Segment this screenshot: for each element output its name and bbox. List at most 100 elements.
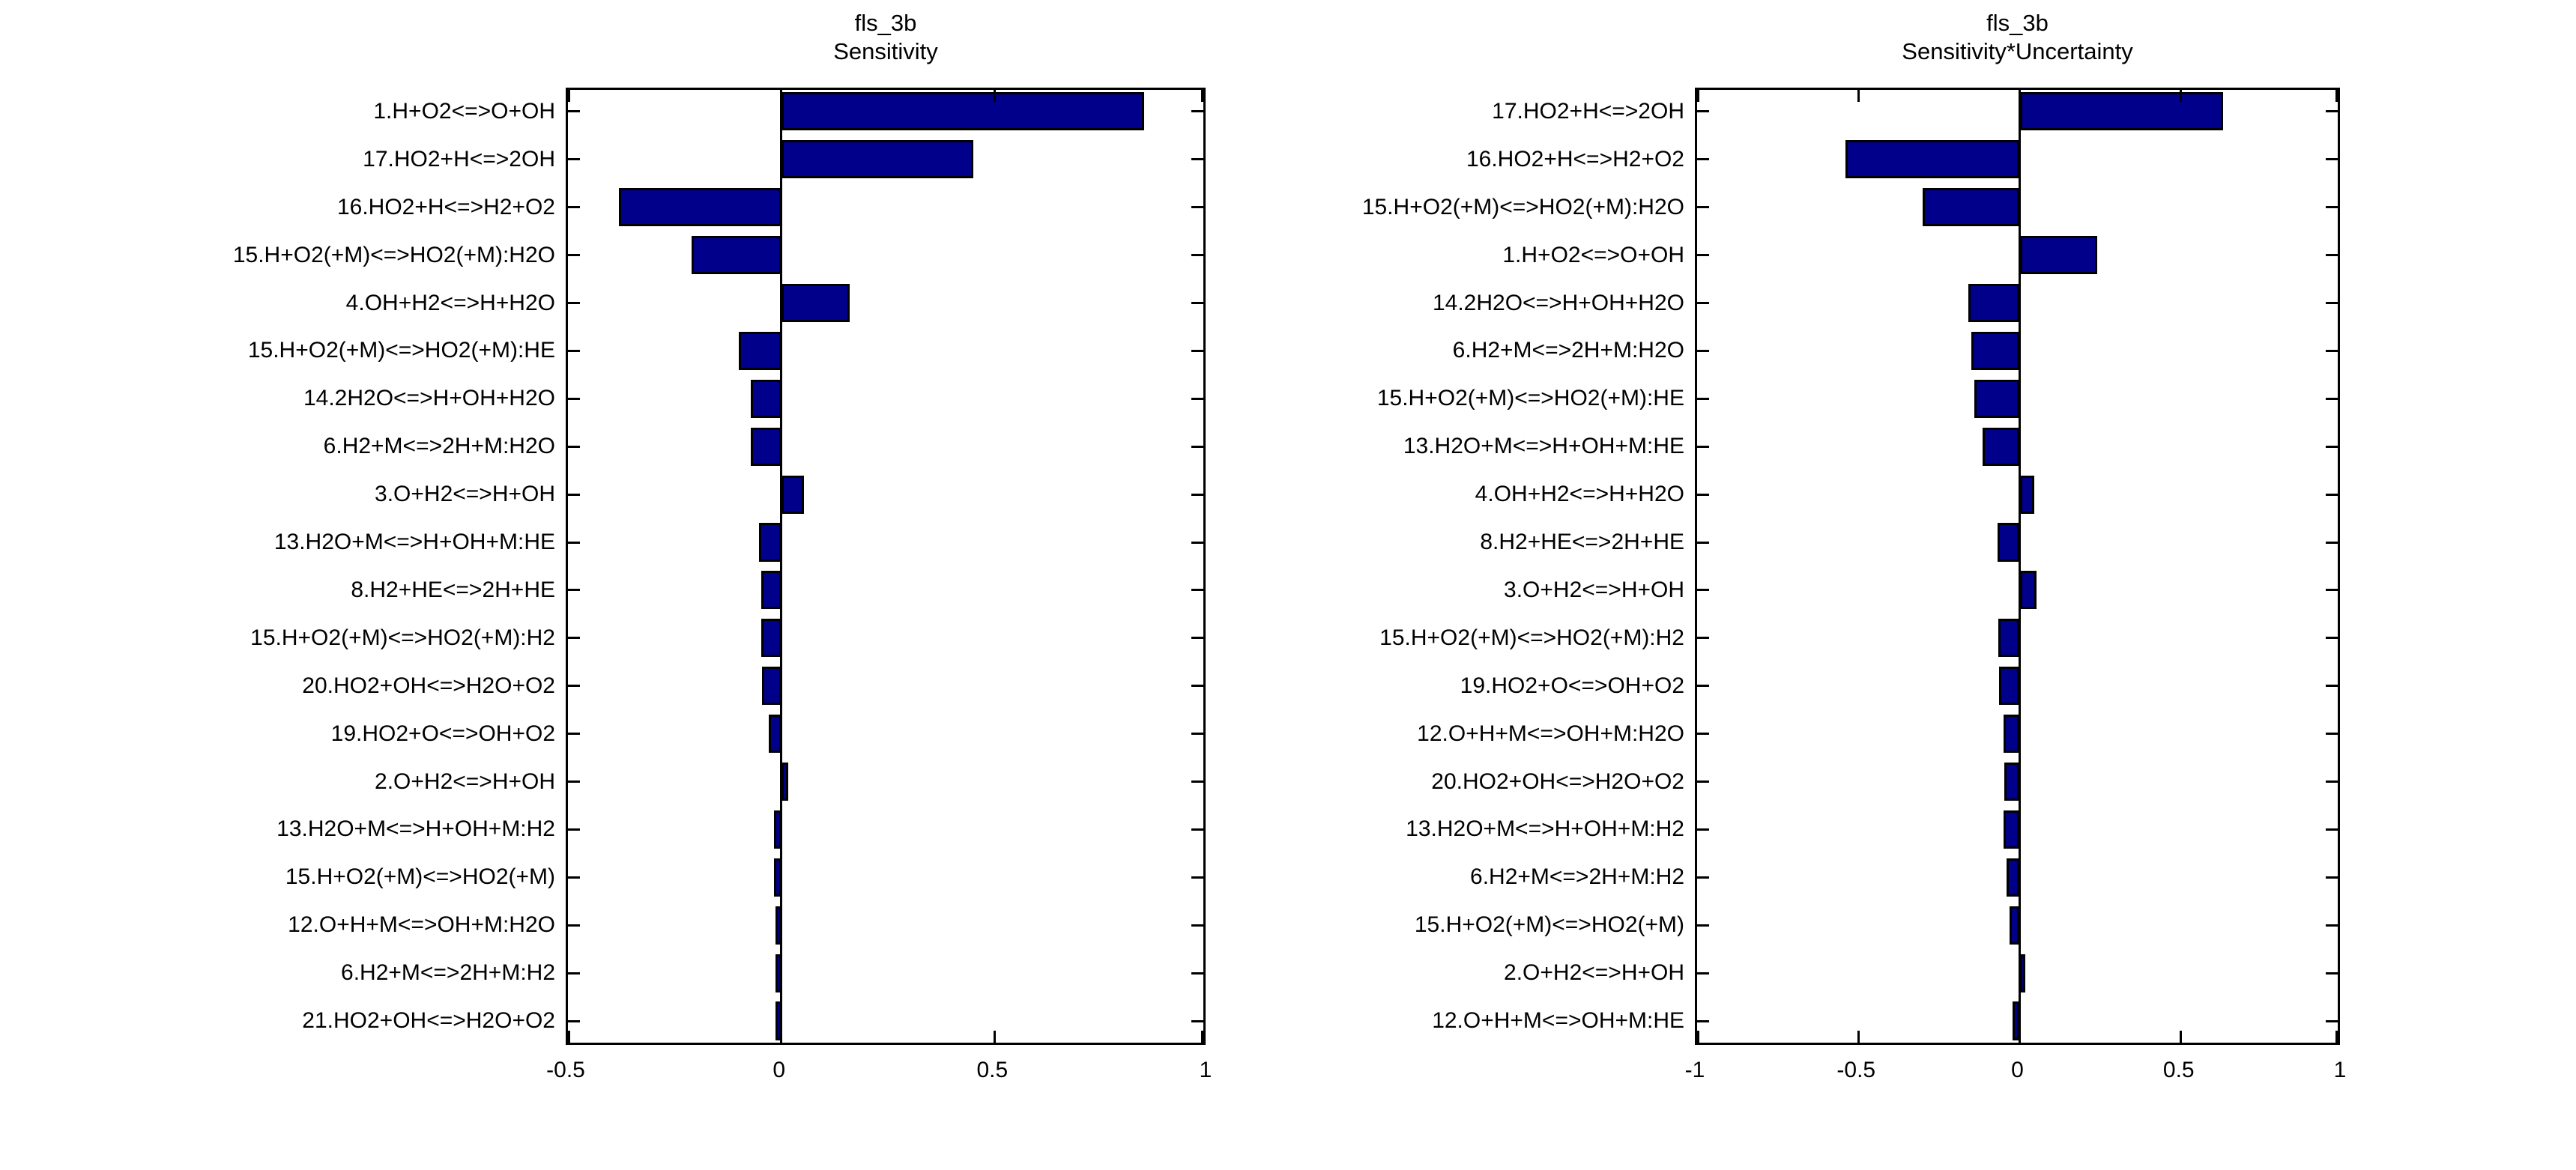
bar [2019,236,2097,275]
category-label: 4.OH+H2<=>H+H2O [345,290,555,315]
y-axis-tick [1697,302,1709,305]
y-axis-tick [1191,589,1203,592]
y-axis-tick [2326,828,2338,831]
x-axis-tick [568,90,570,102]
y-axis-tick [568,876,580,879]
y-axis-tick [568,972,580,975]
x-axis-tick [2335,1031,2338,1043]
category-label: 20.HO2+OH<=>H2O+O2 [302,673,555,698]
category-label: 1.H+O2<=>O+OH [373,98,555,124]
y-axis-tick [1191,924,1203,927]
bar [781,92,1144,131]
bar [762,667,781,706]
y-axis-tick [1697,828,1709,831]
right-chart-title: fls_3b Sensitivity*Uncertainty [1695,9,2340,66]
y-axis-tick [2326,1019,2338,1022]
x-axis-tick [568,1031,570,1043]
bar [1982,427,2020,466]
zero-baseline [2019,90,2021,1043]
category-label: 3.O+H2<=>H+OH [375,482,555,507]
y-axis-tick [1697,158,1709,161]
left-chart-title-line1: fls_3b [854,10,917,36]
category-label: 12.O+H+M<=>OH+M:H2O [1417,721,1684,746]
y-axis-tick [1191,397,1203,400]
bar [2019,92,2223,131]
bar [1968,283,2020,323]
y-axis-tick [1191,1019,1203,1022]
x-tick-label: 1 [2333,1058,2347,1082]
bar [775,1001,781,1040]
y-axis-tick [568,780,580,783]
category-label: 15.H+O2(+M)<=>HO2(+M):H2O [232,242,555,267]
bar [2010,906,2020,945]
category-label: 13.H2O+M<=>H+OH+M:HE [1403,434,1684,459]
bar [1998,619,2020,658]
x-axis-tick [1857,1031,1860,1043]
y-axis-tick [1697,733,1709,736]
bar [1845,140,2020,179]
y-axis-tick [2326,110,2338,113]
x-tick-label: -0.5 [1836,1058,1876,1082]
bar [1923,188,2020,227]
bar [781,762,788,801]
y-axis-tick [1697,397,1709,400]
category-label: 19.HO2+O<=>OH+O2 [1460,673,1684,698]
category-label: 12.O+H+M<=>OH+M:HE [1432,1008,1684,1034]
x-tick-label: 1 [1199,1058,1212,1082]
category-label: 17.HO2+H<=>2OH [363,146,555,172]
category-label: 6.H2+M<=>2H+M:H2 [1470,864,1684,890]
category-label: 15.H+O2(+M)<=>HO2(+M):HE [247,338,555,363]
bar [759,523,781,562]
x-axis-tick [2019,1031,2021,1043]
y-axis-tick [2326,637,2338,640]
category-label: 2.O+H2<=>H+OH [1504,960,1684,986]
category-label: 3.O+H2<=>H+OH [1504,577,1684,602]
bar [781,475,805,514]
y-axis-tick [1697,1019,1709,1022]
y-axis-tick [1697,445,1709,448]
bar [773,858,781,897]
x-tick-label: 0 [773,1058,785,1082]
category-label: 16.HO2+H<=>H2+O2 [1466,146,1684,172]
right-chart-title-line1: fls_3b [1986,10,2049,36]
y-axis-tick [568,1019,580,1022]
y-axis-tick [568,589,580,592]
category-label: 14.2H2O<=>H+OH+H2O [1432,290,1684,315]
category-label: 15.H+O2(+M)<=>HO2(+M):H2 [1379,625,1684,650]
y-axis-tick [568,637,580,640]
y-axis-tick [1191,637,1203,640]
y-axis-tick [1191,828,1203,831]
y-axis-tick [568,110,580,113]
y-axis-tick [2326,589,2338,592]
y-axis-tick [1191,876,1203,879]
y-axis-tick [1697,924,1709,927]
y-axis-tick [2326,541,2338,544]
y-axis-tick [1697,110,1709,113]
x-tick-label: 0.5 [976,1058,1009,1082]
x-tick-label: -1 [1684,1058,1705,1082]
bar [2019,475,2035,514]
x-axis-tick [1857,90,1860,102]
y-axis-tick [2326,158,2338,161]
bar [768,715,781,754]
y-axis-tick [568,685,580,688]
y-axis-tick [2326,445,2338,448]
y-axis-tick [2326,780,2338,783]
y-axis-tick [2326,685,2338,688]
y-axis-tick [1697,206,1709,209]
x-axis-tick [780,90,783,102]
y-axis-tick [2326,206,2338,209]
category-label: 16.HO2+H<=>H2+O2 [336,194,555,219]
y-axis-tick [1697,349,1709,352]
bar [2003,715,2020,754]
category-label: 13.H2O+M<=>H+OH+M:H2 [276,816,555,842]
category-label: 6.H2+M<=>2H+M:H2 [341,960,555,986]
bar [1974,379,2020,418]
bar [761,571,781,610]
category-label: 15.H+O2(+M)<=>HO2(+M):H2O [1361,194,1684,219]
category-label: 15.H+O2(+M)<=>HO2(+M):HE [1376,386,1684,411]
category-label: 12.O+H+M<=>OH+M:H2O [288,912,555,938]
bar [2013,1001,2020,1040]
x-tick-label: 0 [2011,1058,2024,1082]
y-axis-tick [1697,972,1709,975]
